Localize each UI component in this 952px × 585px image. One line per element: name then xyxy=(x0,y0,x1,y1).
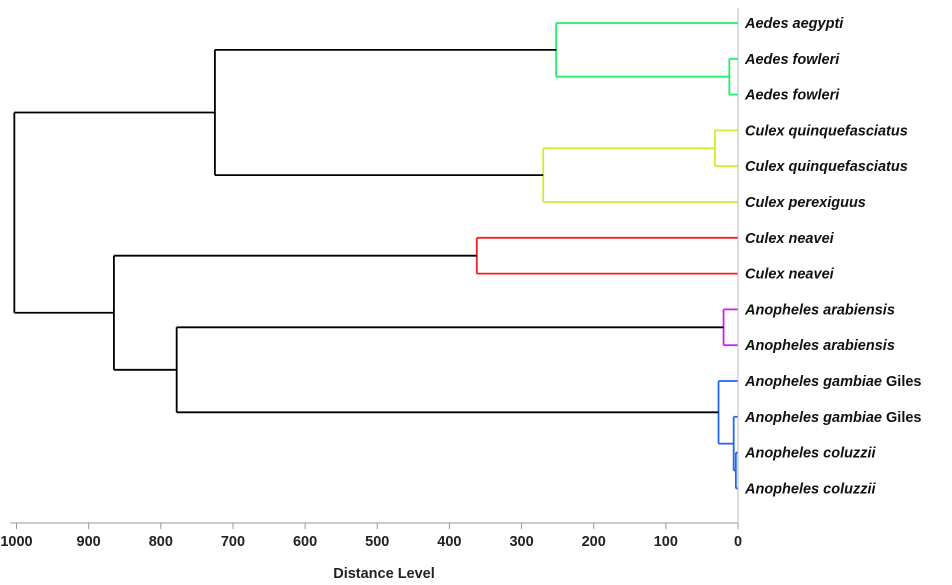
merge-node-20 xyxy=(722,308,738,347)
leaf-authority: Giles xyxy=(882,410,922,426)
merge-node-25 xyxy=(113,254,477,371)
merge-node-24 xyxy=(175,326,724,414)
leaf-label: Culex perexiguus xyxy=(745,195,866,211)
leaf-label: Culex neavei xyxy=(745,267,835,283)
leaf-labels: Aedes aegypti Aedes fowleri Aedes fowleri C… xyxy=(744,16,921,497)
leaf-species-name: Aedes aegypti xyxy=(744,16,844,32)
leaf-species-name: Culex quinquefasciatus xyxy=(745,123,908,139)
leaf-species-name: Aedes fowleri xyxy=(744,88,840,104)
x-axis-title: Distance Level xyxy=(333,566,435,582)
leaf-label: Anopheles coluzzii xyxy=(744,446,876,462)
leaf-label: Aedes fowleri xyxy=(744,52,840,68)
leaf-label: Culex quinquefasciatus xyxy=(745,159,908,175)
merge-node-26 xyxy=(13,111,215,314)
x-tick-label: 0 xyxy=(734,534,742,550)
leaf-authority: Giles xyxy=(882,374,922,390)
leaf-species-name: Culex neavei xyxy=(745,267,835,283)
x-tick-label: 400 xyxy=(437,534,461,550)
x-tick-label: 200 xyxy=(582,534,606,550)
leaf-species-name: Anopheles coluzzii xyxy=(744,446,876,462)
leaf-label: Anopheles arabiensis xyxy=(744,302,895,318)
leaf-species-name: Anopheles coluzzii xyxy=(744,481,876,497)
leaf-label: Aedes aegypti xyxy=(744,16,844,32)
leaf-label: Culex quinquefasciatus xyxy=(745,123,908,139)
x-tick-label: 600 xyxy=(293,534,317,550)
x-tick-label: 100 xyxy=(654,534,678,550)
x-tick-label: 800 xyxy=(149,534,173,550)
x-tick-label: 700 xyxy=(221,534,245,550)
x-tick-label: 500 xyxy=(365,534,389,550)
dendrogram-branches xyxy=(13,22,738,490)
merge-node-23 xyxy=(717,380,738,445)
leaf-label: Culex neavei xyxy=(745,231,835,247)
leaf-label: Anopheles gambiae Giles xyxy=(744,410,921,426)
leaf-label: Anopheles gambiae Giles xyxy=(744,374,921,390)
merge-node-15 xyxy=(555,22,738,78)
leaf-species-name: Anopheles gambiae xyxy=(744,374,882,390)
leaf-label: Anopheles coluzzii xyxy=(744,481,876,497)
leaf-species-name: Aedes fowleri xyxy=(744,52,840,68)
leaf-species-name: Anopheles arabiensis xyxy=(744,338,895,354)
merge-node-17 xyxy=(542,147,738,203)
leaf-species-name: Culex perexiguus xyxy=(745,195,866,211)
x-axis: 1000 900 800 700 600 500 400 300 200 100 0 xyxy=(0,8,742,550)
merge-node-14 xyxy=(728,57,738,96)
merge-node-16 xyxy=(714,129,738,168)
leaf-species-name: Anopheles gambiae xyxy=(744,410,882,426)
x-tick-label: 1000 xyxy=(0,534,32,550)
merge-node-19 xyxy=(475,236,738,275)
leaf-label: Anopheles arabiensis xyxy=(744,338,895,354)
leaf-label: Aedes fowleri xyxy=(744,88,840,104)
x-tick-label: 900 xyxy=(77,534,101,550)
leaf-species-name: Anopheles arabiensis xyxy=(744,302,895,318)
merge-node-18 xyxy=(214,48,557,177)
leaf-species-name: Culex neavei xyxy=(745,231,835,247)
x-tick-label: 300 xyxy=(509,534,533,550)
leaf-species-name: Culex quinquefasciatus xyxy=(745,159,908,175)
